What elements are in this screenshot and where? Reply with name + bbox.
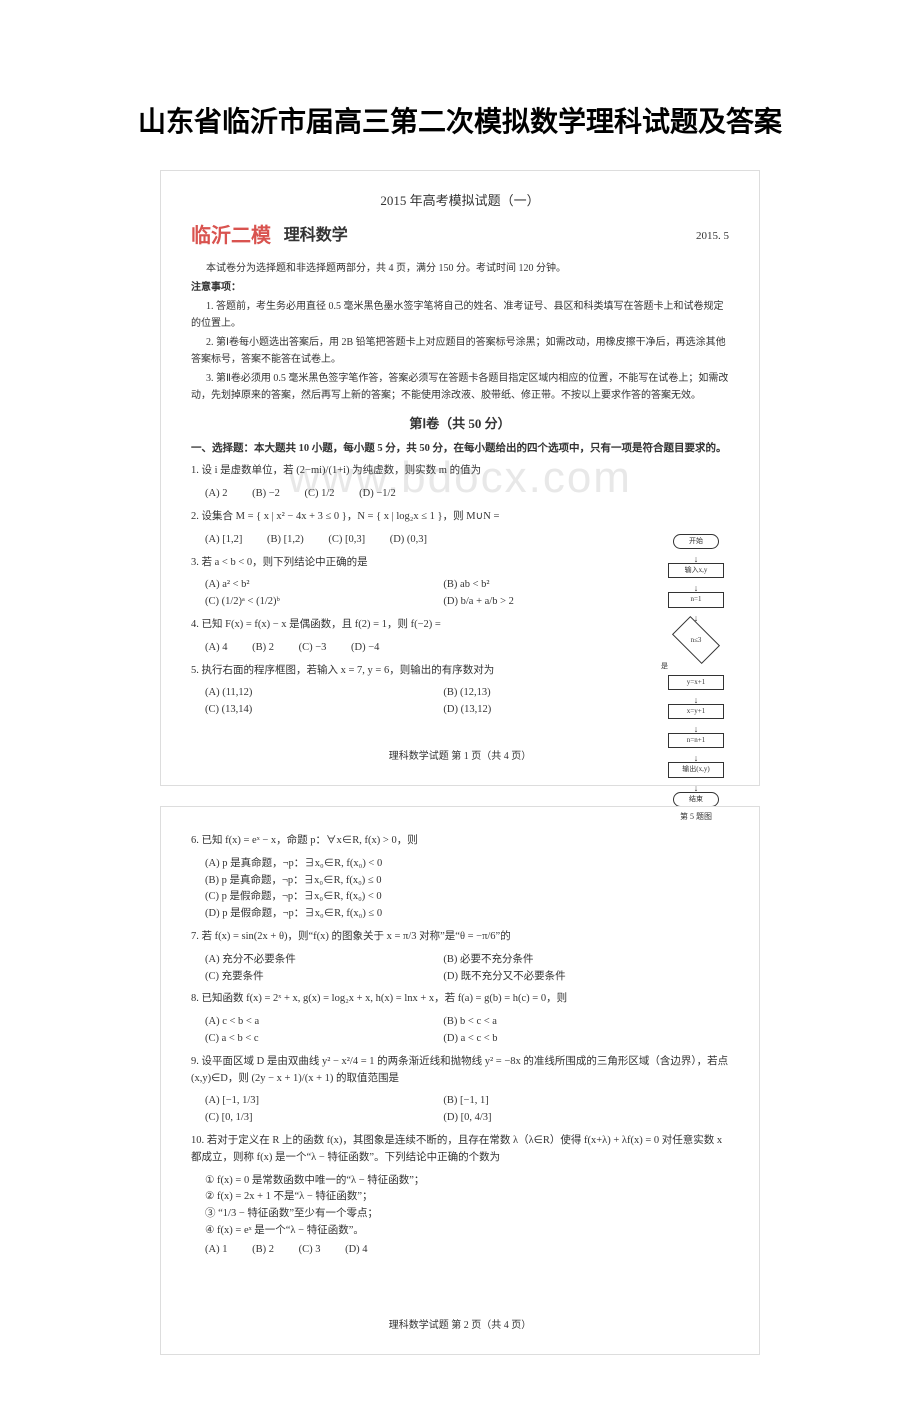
q6-opt-c: (C) p 是假命题，¬p：∃x₀∈R, f(x₀) < 0 [205, 889, 729, 906]
q8-opt-b: (B) b < c < a [443, 1014, 679, 1031]
q2-opt-b: (B) [1,2) [267, 532, 304, 549]
flowchart-arrow [651, 693, 741, 701]
q8-opt-d: (D) a < c < b [443, 1031, 679, 1048]
flowchart-start: 开始 [673, 534, 719, 549]
document-root: 山东省临沂市届高三第二次模拟数学理科试题及答案 www.bdocx.com 20… [0, 0, 920, 1415]
flowchart-arrow [651, 781, 741, 789]
q3-opt-b: (B) ab < b² [443, 577, 679, 594]
flowchart-q5: 开始 输入x,y n=1 n≤3 是 y=x+1 x=y+1 n=n+1 输出(… [651, 531, 741, 823]
flowchart-arrow [651, 722, 741, 730]
exam-instructions: 本试卷分为选择题和非选择题两部分，共 4 页，满分 150 分。考试时间 120… [191, 260, 729, 404]
exam-page-2: 6. 已知 f(x) = eˣ − x，命题 p：∀x∈R, f(x) > 0，… [160, 806, 760, 1356]
q2-opt-a: (A) [1,2] [205, 532, 242, 549]
q4-opt-b: (B) 2 [252, 640, 274, 657]
q1-opt-b: (B) −2 [252, 486, 280, 503]
notice-2: 2. 第Ⅰ卷每小题选出答案后，用 2B 铅笔把答题卡上对应题目的答案标号涂黑；如… [191, 334, 729, 368]
question-4: 4. 已知 F(x) = f(x) − x 是偶函数，且 f(2) = 1，则 … [191, 617, 729, 634]
question-6-options: (A) p 是真命题，¬p：∃x₀∈R, f(x₀) < 0 (B) p 是真命… [205, 856, 729, 923]
q6-opt-d: (D) p 是假命题，¬p：∃x₀∈R, f(x₀) ≤ 0 [205, 906, 729, 923]
page-2-footer: 理科数学试题 第 2 页（共 4 页） [191, 1318, 729, 1334]
q4-opt-d: (D) −4 [351, 640, 379, 657]
section-1-title: 第Ⅰ卷（共 50 分） [191, 414, 729, 435]
question-10: 10. 若对于定义在 R 上的函数 f(x)，其图象是连续不断的，且存在常数 λ… [191, 1133, 729, 1167]
q6-opt-b: (B) p 是真命题，¬p：∃x₀∈R, f(x₀) ≤ 0 [205, 873, 729, 890]
q4-opt-c: (C) −3 [299, 640, 327, 657]
question-7: 7. 若 f(x) = sin(2x + θ)，则“f(x) 的图象关于 x =… [191, 929, 729, 946]
flowchart-out: 输出(x,y) [668, 762, 724, 777]
exam-page-1: www.bdocx.com 2015 年高考模拟试题（一） 临沂二模 理科数学 … [160, 170, 760, 786]
q10-stmt-1: ① f(x) = 0 是常数函数中唯一的“λ − 特征函数”； [205, 1173, 729, 1190]
flowchart-s1: y=x+1 [668, 675, 724, 690]
q5-opt-a: (A) (11,12) [205, 685, 441, 702]
q2-opt-c: (C) [0,3] [328, 532, 365, 549]
question-6: 6. 已知 f(x) = eˣ − x，命题 p：∀x∈R, f(x) > 0，… [191, 833, 729, 850]
flowchart-input: 输入x,y [668, 563, 724, 578]
q7-opt-c: (C) 充要条件 [205, 969, 441, 986]
exam-subject: 理科数学 [284, 223, 348, 249]
exam-tag: 临沂二模 [191, 220, 271, 252]
q9-opt-d: (D) [0, 4/3] [443, 1110, 679, 1127]
flowchart-end: 结束 [673, 792, 719, 807]
q1-opt-a: (A) 2 [205, 486, 227, 503]
flowchart-s2: x=y+1 [668, 704, 724, 719]
flowchart-s3: n=n+1 [668, 733, 724, 748]
flowchart-arrow [651, 751, 741, 759]
exam-date: 2015. 5 [696, 228, 729, 246]
intro-line: 本试卷分为选择题和非选择题两部分，共 4 页，满分 150 分。考试时间 120… [191, 260, 729, 277]
question-8: 8. 已知函数 f(x) = 2ˣ + x, g(x) = log₂x + x,… [191, 991, 729, 1008]
q10-stmt-3: ③ “1/3 − 特征函数”至少有一个零点； [205, 1206, 729, 1223]
question-9-options: (A) [−1, 1/3] (B) [−1, 1] (C) [0, 1/3] (… [205, 1093, 729, 1127]
notice-1: 1. 答题前，考生务必用直径 0.5 毫米黑色墨水签字笔将自己的姓名、准考证号、… [191, 298, 729, 332]
exam-heading-row: 临沂二模 理科数学 2015. 5 [191, 220, 729, 252]
page-1-footer: 理科数学试题 第 1 页（共 4 页） [191, 749, 729, 765]
flowchart-arrow [651, 552, 741, 560]
question-5: 5. 执行右面的程序框图，若输入 x = 7, y = 6，则输出的有序数对为 [191, 663, 729, 680]
q10-opt-b: (B) 2 [252, 1242, 274, 1259]
q3-opt-d: (D) b/a + a/b > 2 [443, 594, 679, 611]
notice-title: 注意事项： [191, 279, 729, 296]
q7-opt-a: (A) 充分不必要条件 [205, 952, 441, 969]
q2-opt-d: (D) (0,3] [390, 532, 427, 549]
question-9: 9. 设平面区域 D 是由双曲线 y² − x²/4 = 1 的两条渐近线和抛物… [191, 1054, 729, 1088]
q8-opt-a: (A) c < b < a [205, 1014, 441, 1031]
flowchart-cond-text: n≤3 [676, 628, 716, 652]
q5-opt-d: (D) (13,12) [443, 702, 679, 719]
question-7-options: (A) 充分不必要条件 (B) 必要不充分条件 (C) 充要条件 (D) 既不充… [205, 952, 729, 986]
q7-opt-d: (D) 既不充分又不必要条件 [443, 969, 679, 986]
question-3: 3. 若 a < b < 0，则下列结论中正确的是 [191, 555, 729, 572]
q10-opt-d: (D) 4 [345, 1242, 367, 1259]
flowchart-cond: n≤3 [672, 616, 720, 664]
q10-stmt-2: ② f(x) = 2x + 1 不是“λ − 特征函数”； [205, 1189, 729, 1206]
q8-opt-c: (C) a < b < c [205, 1031, 441, 1048]
q9-opt-b: (B) [−1, 1] [443, 1093, 679, 1110]
q1-opt-c: (C) 1/2 [305, 486, 335, 503]
q5-opt-c: (C) (13,14) [205, 702, 441, 719]
q10-opt-a: (A) 1 [205, 1242, 227, 1259]
q1-opt-d: (D) −1/2 [359, 486, 396, 503]
question-2: 2. 设集合 M = { x | x² − 4x + 3 ≤ 0 }，N = {… [191, 509, 729, 526]
q10-stmt-4: ④ f(x) = eˣ 是一个“λ − 特征函数”。 [205, 1223, 729, 1240]
q3-opt-a: (A) a² < b² [205, 577, 441, 594]
q9-opt-c: (C) [0, 1/3] [205, 1110, 441, 1127]
notice-3: 3. 第Ⅱ卷必须用 0.5 毫米黑色签字笔作答，答案必须写在答题卡各题目指定区域… [191, 370, 729, 404]
q6-opt-a: (A) p 是真命题，¬p：∃x₀∈R, f(x₀) < 0 [205, 856, 729, 873]
exam-year-line: 2015 年高考模拟试题（一） [191, 191, 729, 212]
flowchart-arrow [651, 581, 741, 589]
q3-opt-c: (C) (1/2)ᵃ < (1/2)ᵇ [205, 594, 441, 611]
question-8-options: (A) c < b < a (B) b < c < a (C) a < b < … [205, 1014, 729, 1048]
q10-opt-c: (C) 3 [299, 1242, 321, 1259]
question-10-statements: ① f(x) = 0 是常数函数中唯一的“λ − 特征函数”； ② f(x) =… [205, 1173, 729, 1240]
q5-opt-b: (B) (12,13) [443, 685, 679, 702]
q9-opt-a: (A) [−1, 1/3] [205, 1093, 441, 1110]
flowchart-arrow [651, 611, 741, 619]
flowchart-init: n=1 [668, 592, 724, 607]
question-1: 1. 设 i 是虚数单位，若 (2−mi)/(1+i) 为纯虚数，则实数 m 的… [191, 463, 729, 480]
q7-opt-b: (B) 必要不充分条件 [443, 952, 679, 969]
question-10-options: (A) 1 (B) 2 (C) 3 (D) 4 [205, 1242, 729, 1259]
main-title: 山东省临沂市届高三第二次模拟数学理科试题及答案 [0, 100, 920, 140]
question-1-options: (A) 2 (B) −2 (C) 1/2 (D) −1/2 [205, 486, 729, 503]
section-1-sub: 一、选择题：本大题共 10 小题，每小题 5 分，共 50 分，在每小题给出的四… [191, 441, 729, 458]
q4-opt-a: (A) 4 [205, 640, 227, 657]
